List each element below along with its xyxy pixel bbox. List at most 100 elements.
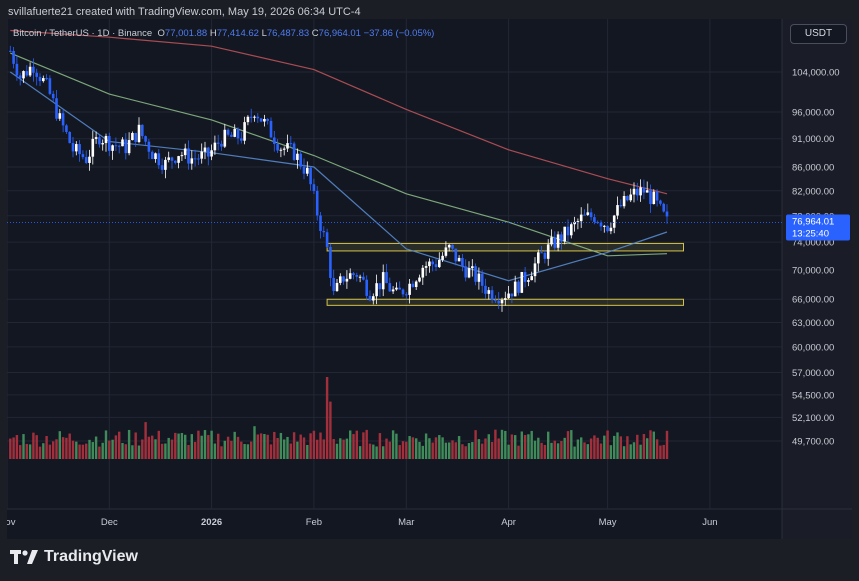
y-tick-label: 63,000.00 xyxy=(792,318,834,329)
candle xyxy=(315,185,319,221)
last-price-value: 76,964.01 xyxy=(792,216,834,227)
y-tick-label: 57,000.00 xyxy=(792,368,834,379)
candle xyxy=(91,130,95,165)
candle xyxy=(223,123,227,149)
candle-body xyxy=(335,282,339,292)
candle xyxy=(127,132,131,156)
x-tick-label: Feb xyxy=(306,517,322,528)
candle xyxy=(362,272,365,281)
candle-body xyxy=(246,116,250,123)
candle-body xyxy=(111,145,114,151)
volume-bar xyxy=(243,444,246,459)
tradingview-logo[interactable]: TradingView xyxy=(10,548,138,566)
volume-bar xyxy=(71,440,75,459)
candle xyxy=(256,113,260,123)
volume-bar xyxy=(154,439,157,459)
candle-body xyxy=(25,71,29,76)
close-value: 76,964.01 xyxy=(318,28,361,39)
candle xyxy=(154,152,157,163)
volume-bar xyxy=(375,446,378,459)
candle xyxy=(546,239,550,266)
volume-bar xyxy=(537,437,540,459)
candle-body xyxy=(494,299,497,301)
candle-body xyxy=(398,287,401,290)
attribution-header: svillafuerte21 created with TradingView.… xyxy=(8,6,361,18)
candle xyxy=(61,109,65,133)
candle-body xyxy=(91,138,95,157)
candle xyxy=(131,131,134,141)
candle-body xyxy=(438,259,441,268)
candle xyxy=(596,220,599,225)
candle xyxy=(84,150,88,165)
x-tick-label: Mar xyxy=(398,517,414,528)
candle-body xyxy=(309,167,312,185)
volume-bar xyxy=(164,443,167,459)
x-tick-label: Nov xyxy=(7,517,16,528)
volume-bar xyxy=(9,438,12,459)
candle xyxy=(147,139,151,159)
candle-body xyxy=(223,129,227,147)
candle-body xyxy=(586,212,590,215)
candle-body xyxy=(269,120,273,138)
candle xyxy=(556,231,560,252)
volume-bar xyxy=(613,435,616,459)
currency-button[interactable]: USDT xyxy=(790,24,847,44)
volume-bar xyxy=(457,436,461,459)
volume-bar xyxy=(428,438,431,459)
candle-body xyxy=(183,148,187,156)
y-tick-label: 86,000.00 xyxy=(792,162,834,173)
candle-body xyxy=(75,144,78,152)
volume-bar xyxy=(418,441,421,459)
candle-body xyxy=(42,78,45,82)
candle-body xyxy=(154,153,157,160)
volume-bar xyxy=(299,434,302,459)
candle-body xyxy=(325,232,329,247)
volume-bar xyxy=(632,442,636,459)
candle xyxy=(81,150,85,160)
y-tick-label: 96,000.00 xyxy=(792,108,834,119)
low-value: 76,487.83 xyxy=(266,28,310,39)
candle-body xyxy=(28,66,32,76)
candle xyxy=(599,220,603,231)
candle-body xyxy=(249,116,253,118)
candle-body xyxy=(596,221,599,223)
candle xyxy=(348,268,352,280)
candle-body xyxy=(117,145,121,147)
volume-bar xyxy=(269,444,273,459)
volume-bar xyxy=(547,431,550,459)
volume-bar xyxy=(560,440,563,459)
candle-body xyxy=(127,140,131,154)
candle xyxy=(51,90,55,102)
y-tick-label: 60,000.00 xyxy=(792,342,834,353)
volume-bar xyxy=(589,438,593,459)
candle-body xyxy=(296,153,299,160)
candle xyxy=(408,279,411,304)
volume-bar xyxy=(325,377,329,459)
volume-bar xyxy=(332,439,335,459)
candle-body xyxy=(84,157,88,163)
candle xyxy=(447,243,451,252)
volume-bar xyxy=(220,446,223,459)
volume-bar xyxy=(316,439,319,459)
volume-bar xyxy=(160,443,164,459)
volume-bar xyxy=(616,432,619,459)
volume-bar xyxy=(365,429,368,459)
volume-bar xyxy=(246,444,250,459)
candle-body xyxy=(141,124,144,137)
candle xyxy=(543,249,547,264)
tradingview-logo-icon xyxy=(10,550,38,564)
y-tick-label: 91,000.00 xyxy=(792,134,834,145)
volume-bar xyxy=(147,436,151,459)
candle xyxy=(457,255,461,262)
candle-body xyxy=(243,122,246,141)
candle-body xyxy=(510,293,514,297)
candle-body xyxy=(197,158,200,160)
volume-bar xyxy=(388,441,391,459)
volume-bar xyxy=(563,437,566,459)
y-tick-label: 74,000.00 xyxy=(792,238,834,249)
price-chart[interactable]: 104,000.00 96,000.00 91,000.00 86,000.00 82,… xyxy=(7,19,852,539)
candle xyxy=(471,259,474,277)
volume-bar xyxy=(217,433,220,459)
candle-body xyxy=(187,148,190,164)
candle-body xyxy=(263,118,266,122)
